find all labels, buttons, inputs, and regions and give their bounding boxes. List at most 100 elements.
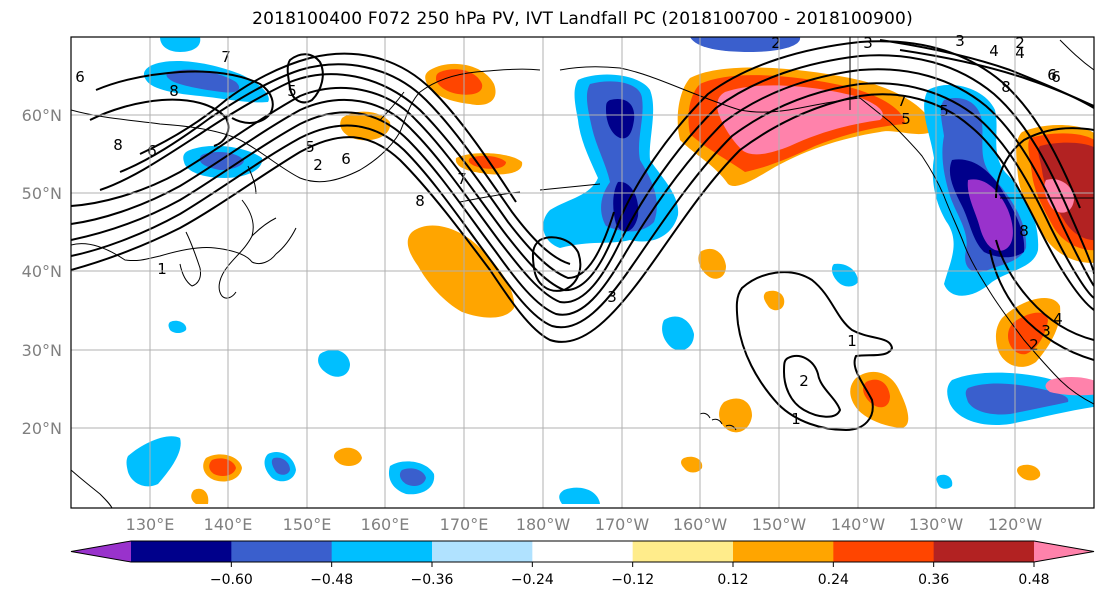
anomaly-negative-westcoast-core [967,179,1013,251]
pv-contour-17 [995,127,1094,199]
pv-contour-14 [531,236,582,292]
colorbar-tick-label: −0.36 [411,572,454,588]
map-title: 2018100400 F072 250 hPa PV, IVT Landfall… [252,9,913,29]
contour-label: 6 [341,150,351,168]
anomaly-positive-south-blob [719,398,752,433]
lon-label: 150°E [283,515,332,534]
contour-label: 3 [863,34,873,52]
contour-label: 8 [113,136,123,154]
colorbar-ticks: −0.60 −0.48 −0.36 −0.24 −0.12 0.12 0.24 0.36 0.4… [210,562,1050,588]
pv-contour-16 [899,49,1094,107]
colorbar-segment [632,541,734,562]
contour-label: 2 [1015,34,1025,52]
colorbar-tick-label: 0.48 [1018,572,1049,588]
lon-label: 130°W [909,515,964,534]
anomaly-positive-tropical3 [1017,464,1041,481]
colorbar-segment [131,541,232,562]
pv-contour-12 [735,271,894,432]
pv-contour-9 [95,70,274,124]
colorbar-extend-low [71,541,131,562]
lat-label: 60°N [22,106,62,125]
pv-contour-10 [89,98,230,147]
pv-contour-1 [71,93,1094,343]
contour-label: 6 [147,142,157,160]
contour-label-layer: 6 7 8 5 6 8 5 6 7 8 3 2 1 3 4 5 6 7 8 2 … [75,32,1063,428]
lon-label: 180°W [516,515,571,534]
contour-label: 5 [287,82,297,100]
map-frame [70,36,1095,509]
anomaly-positive-tropical [333,447,362,466]
anomaly-positive-tropical2 [681,456,703,473]
pv-contour-2 [71,82,1094,329]
anomaly-negative-pac-small6-inner [271,457,290,475]
pv-contour-6 [99,73,615,280]
pv-contour-13 [782,355,842,418]
colorbar-extend-high [1034,541,1094,562]
contour-label: 8 [169,82,179,100]
anomaly-positive-japan-south-inner [209,458,236,476]
contour-label: 1 [157,260,167,278]
contour-label: 6 [75,68,85,86]
lon-label: 170°W [595,515,650,534]
lon-label: 130°E [126,515,175,534]
contour-label: 2 [313,156,323,174]
lat-label: 50°N [22,184,62,203]
coastline-alaska [559,66,945,197]
contour-label: 4 [989,42,999,60]
contour-label: 3 [607,288,617,306]
contour-label: 6 [1051,68,1061,86]
anomaly-positive-southeast-inner [1008,312,1048,355]
colorbar-segment [231,541,333,562]
contour-label: 7 [897,92,907,110]
contour-label: 3 [1041,322,1051,340]
contour-label: 4 [1015,44,1025,62]
contour-label: 5 [305,138,315,156]
anomaly-positive-kamchatka-inner [436,69,483,95]
contour-label: 7 [221,48,231,66]
colorbar [70,540,1095,563]
contour-label: 8 [415,192,425,210]
anomaly-negative-bering [690,37,801,52]
lon-label: 140°E [204,515,253,534]
colorbar-tick-label: 0.12 [717,572,748,588]
gridline-layer [71,37,1094,508]
colorbar-segment [933,541,1035,562]
anomaly-positive-aleutian-inner [468,155,506,169]
contour-label: 3 [955,32,965,50]
contour-label: 5 [939,102,949,120]
lon-label: 150°W [752,515,807,534]
contour-label: 1 [791,410,801,428]
anomaly-positive-hawaii-east-inner [863,379,890,408]
coastline-korea [179,231,201,287]
coastline-namerica [943,39,1094,405]
colorbar-tick-label: −0.12 [611,572,654,588]
colorbar-segment [331,541,433,562]
colorbar-segment [733,541,834,562]
pv-contour-11 [286,53,324,104]
colorbar-tick-label: 0.24 [818,572,849,588]
lon-axis: 130°E 140°E 150°E 160°E 170°E 180°W 170°… [126,515,1043,534]
contour-label: 1 [847,332,857,350]
anomaly-negative-pac-small9 [168,320,187,333]
pv-contour-3 [71,68,1094,316]
contour-label: 2 [771,34,781,52]
lon-label: 120°W [988,515,1043,534]
anomaly-positive-westpac [407,225,515,318]
lat-label: 20°N [22,419,62,438]
colorbar-segment [432,541,533,562]
anomaly-negative-pac-small4 [831,263,858,287]
anomaly-negative-pac-small3 [662,316,694,351]
anomaly-negative-pac-small5 [126,436,181,487]
contour-label: 7 [457,170,467,188]
colorbar-segment [532,541,634,562]
coastline-asia [71,68,541,265]
colorbar-segment [833,541,935,562]
lat-axis: 60°N 50°N 40°N 30°N 20°N [22,106,62,438]
anomaly-negative-north-edge [160,37,201,52]
anomaly-positive-tropical4 [191,488,209,504]
anomaly-negative-south-mid [965,383,1069,415]
coastline-philippines [71,469,113,508]
coastline-hawaii [699,412,737,431]
contour-label: 5 [901,110,911,128]
